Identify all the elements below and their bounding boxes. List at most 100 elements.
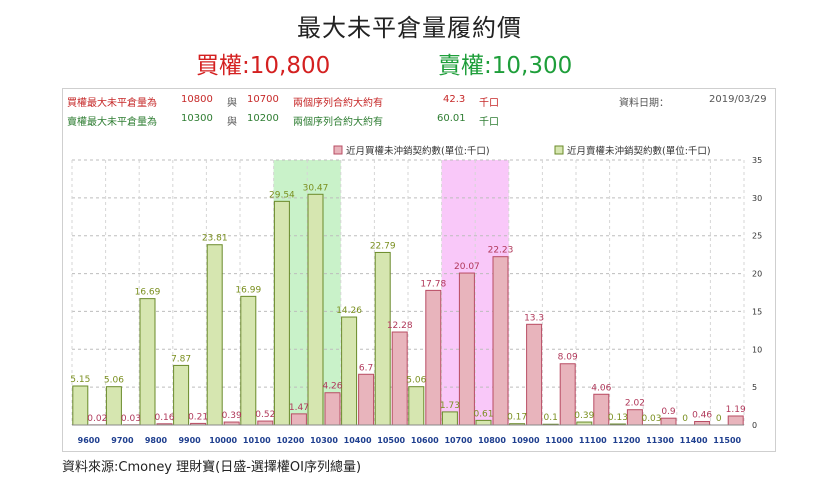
put-bar xyxy=(408,386,425,426)
x-tick-label: 11200 xyxy=(612,436,640,445)
call-value-label: 12.28 xyxy=(387,321,413,331)
put-bar xyxy=(307,193,324,426)
call-bar xyxy=(660,417,677,426)
call-info-mid: 與 xyxy=(227,98,237,109)
x-tick-label: 10800 xyxy=(478,436,506,445)
call-value-label: 4.06 xyxy=(591,383,611,393)
put-value-label: 0 xyxy=(682,414,688,424)
call-info-amount: 42.3 xyxy=(443,94,466,105)
y-tick-label: 25 xyxy=(752,232,762,241)
put-bar xyxy=(475,419,492,426)
call-bar xyxy=(358,373,375,426)
put-info-amount: 60.01 xyxy=(437,113,466,124)
put-bar xyxy=(240,295,257,426)
x-tick-label: 11100 xyxy=(579,436,607,445)
call-bar xyxy=(593,393,610,426)
put-value-label: 22.79 xyxy=(370,241,396,251)
call-info-v2: 10700 xyxy=(247,94,279,105)
put-value-label: 0.39 xyxy=(574,411,594,421)
put-value-label: 0.61 xyxy=(473,409,493,419)
call-max-strike-subtitle: 買權:10,800 xyxy=(196,53,331,79)
y-tick-label: 5 xyxy=(752,383,757,392)
call-value-label: 0.21 xyxy=(188,412,208,422)
call-bar xyxy=(458,272,475,426)
put-value-label: 16.69 xyxy=(135,288,161,298)
put-value-label: 0.17 xyxy=(507,413,527,423)
call-value-label: 0.16 xyxy=(154,413,174,423)
call-bar xyxy=(290,413,307,426)
call-bar xyxy=(626,409,643,426)
put-value-label: 0 xyxy=(716,414,722,424)
date-label: 資料日期： xyxy=(619,98,669,109)
call-info-desc: 兩個序列合約大約有 xyxy=(293,98,383,109)
call-bar xyxy=(694,421,711,426)
put-value-label: 1.73 xyxy=(440,401,460,411)
call-value-label: 0.46 xyxy=(692,411,712,421)
x-tick-label: 10500 xyxy=(377,436,405,445)
put-value-label: 30.47 xyxy=(303,183,329,193)
put-value-label: 29.54 xyxy=(269,190,295,200)
date-value: 2019/03/29 xyxy=(709,94,767,105)
x-tick-label: 10000 xyxy=(209,436,237,445)
x-tick-label: 10200 xyxy=(276,436,304,445)
y-tick-label: 15 xyxy=(752,307,762,316)
put-bar xyxy=(105,386,122,426)
put-bar xyxy=(374,251,391,426)
call-bar xyxy=(559,363,576,426)
call-value-label: 17.78 xyxy=(420,279,446,289)
source-note: 資料來源:Cmoney 理財寶(日盛-選擇權OI序列總量) xyxy=(62,460,362,475)
x-tick-label: 11000 xyxy=(545,436,573,445)
x-tick-label: 11400 xyxy=(680,436,708,445)
x-tick-label: 9800 xyxy=(145,436,168,445)
x-tick-label: 10900 xyxy=(512,436,540,445)
put-bar xyxy=(72,385,89,426)
put-info-desc: 兩個序列合約大約有 xyxy=(293,117,383,128)
put-bar xyxy=(206,244,223,426)
call-value-label: 8.09 xyxy=(558,353,578,363)
call-info-unit: 千口 xyxy=(479,98,499,109)
call-value-label: 0.02 xyxy=(87,414,107,424)
call-value-label: 1.19 xyxy=(726,405,746,415)
x-tick-label: 10100 xyxy=(243,436,271,445)
x-tick-label: 9700 xyxy=(111,436,134,445)
put-bar xyxy=(139,298,156,426)
x-tick-label: 11500 xyxy=(713,436,741,445)
y-tick-label: 35 xyxy=(752,156,762,165)
call-value-label: 0.39 xyxy=(222,411,242,421)
put-value-label: 0.03 xyxy=(641,414,661,424)
call-value-label: 4.26 xyxy=(322,382,342,392)
put-bar xyxy=(341,316,358,426)
put-bar xyxy=(173,364,190,426)
legend-put-label: 近月賣權未沖銷契約數(單位:千口) xyxy=(567,145,711,157)
put-value-label: 5.06 xyxy=(406,376,426,386)
call-bar xyxy=(257,420,274,426)
put-value-label: 5.06 xyxy=(104,376,124,386)
x-tick-label: 10700 xyxy=(444,436,472,445)
put-value-label: 16.99 xyxy=(235,285,261,295)
put-value-label: 0.13 xyxy=(608,413,628,423)
call-bar xyxy=(425,289,442,426)
y-tick-label: 30 xyxy=(752,194,762,203)
call-value-label: 2.02 xyxy=(625,399,645,409)
put-value-label: 23.81 xyxy=(202,234,228,244)
put-max-strike-subtitle: 賣權:10,300 xyxy=(438,53,573,79)
put-value-label: 0.1 xyxy=(544,413,558,423)
put-info-v1: 10300 xyxy=(181,113,213,124)
put-value-label: 14.26 xyxy=(336,306,362,316)
x-tick-label: 10300 xyxy=(310,436,338,445)
call-info-label: 買權最大未平倉量為 xyxy=(67,98,157,109)
y-tick-label: 0 xyxy=(752,421,757,430)
call-bar xyxy=(492,256,509,426)
call-bar xyxy=(727,415,744,426)
call-value-label: 0.9 xyxy=(661,407,676,417)
y-tick-label: 10 xyxy=(752,345,762,354)
call-bar xyxy=(526,323,543,426)
call-info-v1: 10800 xyxy=(181,94,213,105)
legend-call-label: 近月買權未沖銷契約數(單位:千口) xyxy=(346,145,490,157)
call-value-label: 22.23 xyxy=(488,246,514,256)
call-value-label: 13.3 xyxy=(524,313,544,323)
call-value-label: 20.07 xyxy=(454,262,480,272)
x-tick-label: 9900 xyxy=(178,436,201,445)
x-tick-label: 10600 xyxy=(411,436,439,445)
legend-put-swatch xyxy=(554,145,564,155)
